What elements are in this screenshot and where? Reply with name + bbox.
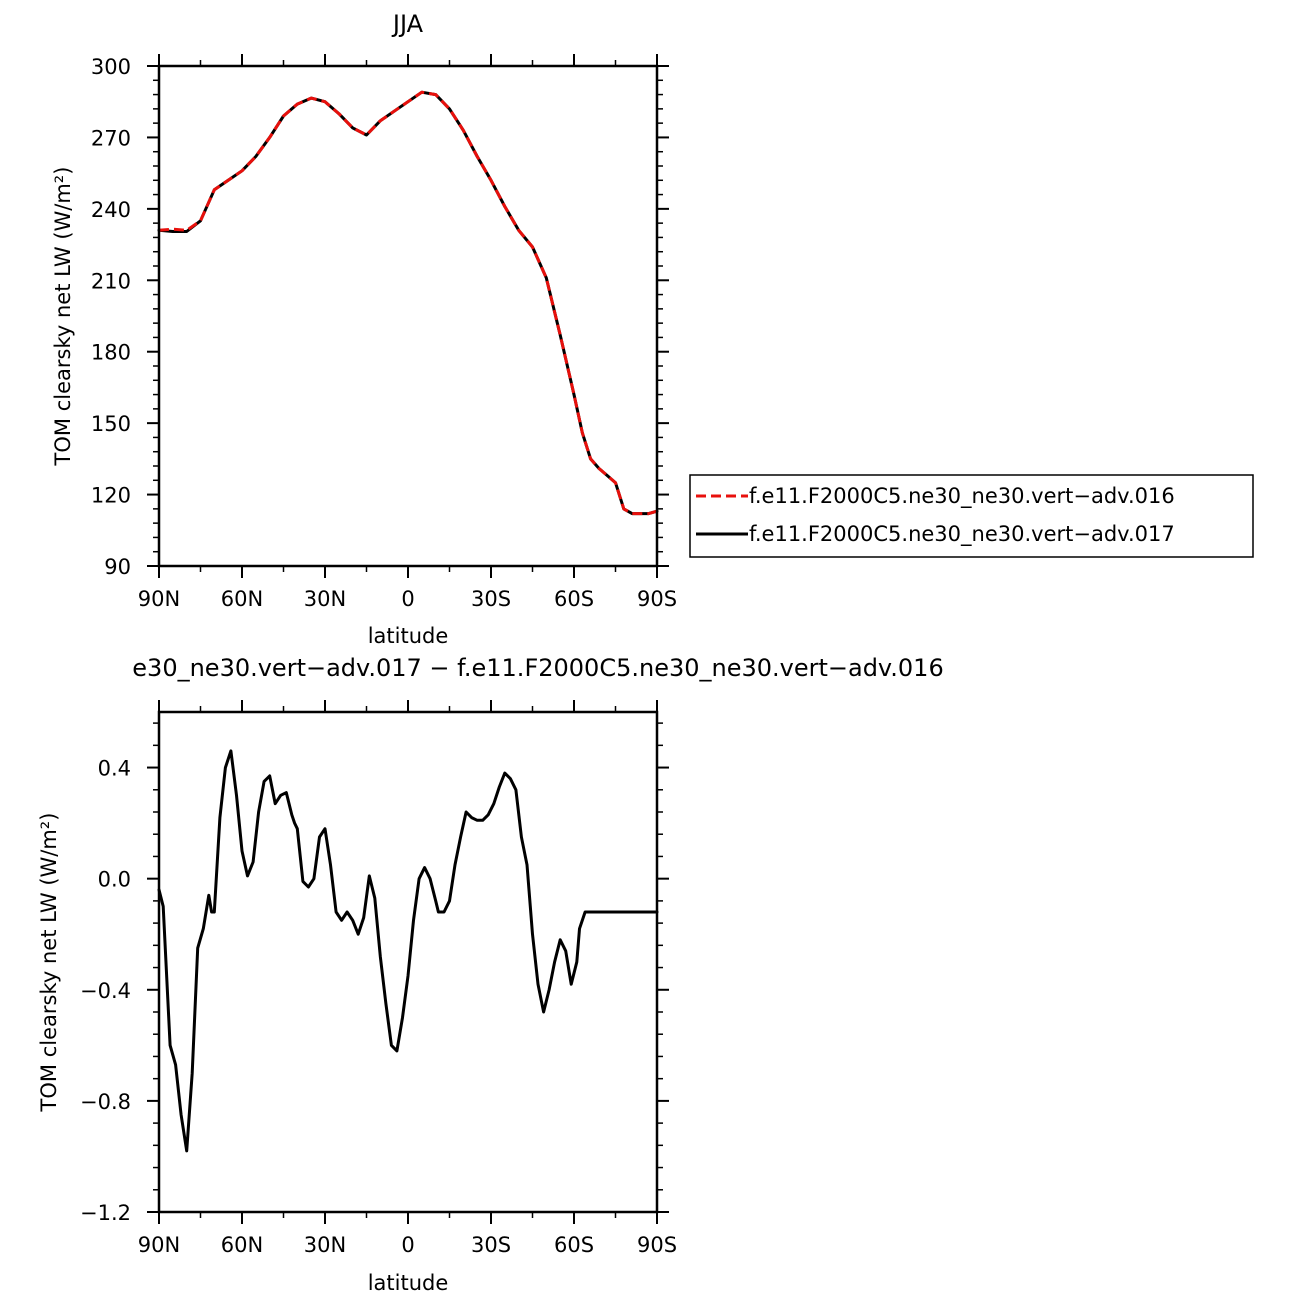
- top-x-tick-label: 90N: [138, 587, 180, 611]
- bottom-x-tick-label: 60S: [554, 1233, 594, 1257]
- bottom-y-tick-label: 0.0: [98, 868, 131, 892]
- bottom-y-tick-label: −0.4: [80, 979, 131, 1003]
- bottom-x-tick-label: 60N: [221, 1233, 263, 1257]
- bottom-x-tick-label: 90N: [138, 1233, 180, 1257]
- top-plot-frame: [157, 64, 659, 568]
- bottom-x-tick-label: 0: [401, 1233, 414, 1257]
- y-axis-title: TOM clearsky net LW (W/m²): [51, 167, 75, 467]
- top-axis-ticks: 90N 60N 30N 0 30S 60S 90S 90 120 150 180 210 240 270 3…: [91, 54, 677, 611]
- bottom-axis-ticks: 90N 60N 30N 0 30S 60S 90S −1.2 −0.8 −0.4 0.0 0.4: [80, 700, 677, 1257]
- top-x-tick-label: 0: [401, 587, 414, 611]
- y-axis-title-bottom: TOM clearsky net LW (W/m²): [37, 813, 61, 1113]
- top-y-tick-label: 150: [91, 412, 131, 436]
- bottom-y-tick-label: −1.2: [80, 1201, 131, 1225]
- top-series-line-1: [158, 90, 658, 516]
- bottom-y-tick-label: 0.4: [98, 757, 131, 781]
- chart-title: JJA: [391, 10, 424, 38]
- top-x-tick-label: 60S: [554, 587, 594, 611]
- legend-label-series-2: f.e11.F2000C5.ne30_ne30.vert−adv.017: [749, 522, 1175, 547]
- top-series-line-2: [157, 90, 659, 516]
- difference-chart-title: e30_ne30.vert−adv.017 − f.e11.F2000C5.ne…: [132, 654, 943, 682]
- top-series-lines: [157, 90, 659, 516]
- legend-label-series-1: f.e11.F2000C5.ne30_ne30.vert−adv.016: [749, 484, 1175, 509]
- top-x-tick-label: 30S: [471, 587, 511, 611]
- x-axis-title: latitude: [368, 624, 449, 648]
- bottom-x-tick-label: 30N: [304, 1233, 346, 1257]
- top-x-tick-label: 30N: [304, 587, 346, 611]
- bottom-plot-frame: [157, 710, 659, 1214]
- top-x-tick-label: 60N: [221, 587, 263, 611]
- bottom-x-tick-label: 30S: [471, 1233, 511, 1257]
- top-y-tick-label: 120: [91, 484, 131, 508]
- bottom-series-lines: [157, 749, 659, 1153]
- bottom-x-tick-label: 90S: [637, 1233, 677, 1257]
- top-y-tick-label: 270: [91, 126, 131, 150]
- top-y-tick-label: 300: [91, 55, 131, 79]
- top-y-tick-label: 210: [91, 269, 131, 293]
- bottom-series-line-1: [157, 749, 659, 1153]
- legend: f.e11.F2000C5.ne30_ne30.vert−adv.016 f.e…: [689, 474, 1254, 558]
- top-y-tick-label: 240: [91, 198, 131, 222]
- legend-box: [689, 474, 1254, 558]
- bottom-y-tick-label: −0.8: [80, 1090, 131, 1114]
- top-y-tick-label: 90: [104, 555, 131, 579]
- x-axis-title-bottom: latitude: [368, 1271, 449, 1295]
- top-x-tick-label: 90S: [637, 587, 677, 611]
- top-y-tick-label: 180: [91, 341, 131, 365]
